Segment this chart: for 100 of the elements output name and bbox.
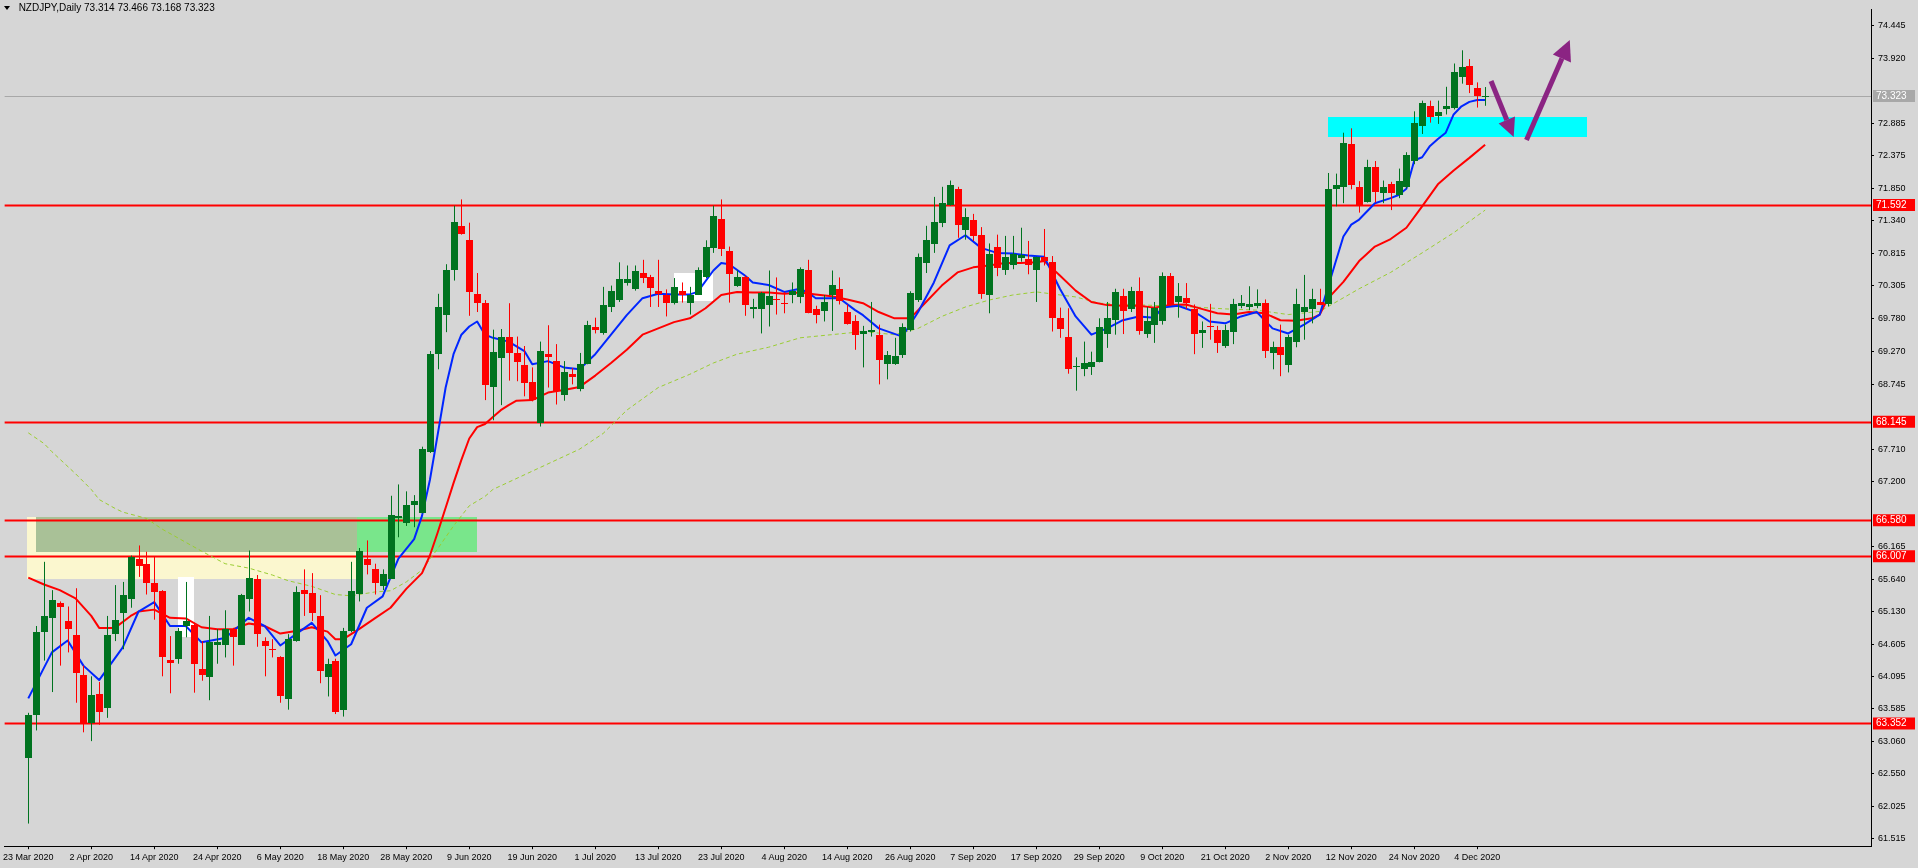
y-tick-label: 70.305 [1878, 280, 1906, 291]
ref-line-label: 66.007 [1876, 550, 1908, 562]
candlestick [1277, 324, 1284, 377]
candlestick [325, 658, 332, 697]
candlestick [663, 288, 670, 317]
candlestick [781, 291, 788, 314]
x-tick-label: 4 Dec 2020 [1454, 852, 1501, 863]
candlestick [545, 324, 552, 389]
x-tick-label: 12 Nov 2020 [1325, 852, 1377, 863]
x-tick-label: 23 Jul 2020 [697, 852, 745, 863]
candlestick [836, 276, 843, 305]
candlestick [1482, 86, 1489, 107]
candlestick [687, 286, 694, 316]
candlestick [994, 234, 1001, 277]
x-tick-label: 14 Apr 2020 [129, 852, 179, 863]
candlestick [1214, 325, 1221, 354]
y-tick-label: 62.025 [1878, 801, 1906, 812]
x-tick-label: 13 Jul 2020 [634, 852, 682, 863]
candlestick [1128, 286, 1135, 313]
chart-title: NZDJPY,Daily 73.314 73.466 73.168 73.323 [18, 1, 216, 13]
ref-line-label: 68.145 [1876, 415, 1908, 427]
candlestick [1025, 240, 1032, 275]
ref-line-label: 71.592 [1876, 198, 1908, 210]
y-tick-label: 70.815 [1878, 248, 1906, 259]
candlestick [372, 563, 379, 596]
x-tick-label: 2 Nov 2020 [1265, 852, 1312, 863]
candlestick [474, 272, 481, 313]
line-series [27, 209, 1486, 597]
candlestick [829, 270, 836, 332]
candlestick [1120, 288, 1127, 335]
candlestick [1175, 282, 1182, 319]
y-tick-label: 72.375 [1878, 150, 1906, 161]
candlestick [679, 281, 686, 304]
y-tick-label: 65.130 [1878, 606, 1906, 616]
x-tick-label: 1 Jul 2020 [574, 852, 617, 863]
y-tick-label: 69.780 [1878, 313, 1906, 324]
candlestick [269, 638, 276, 658]
y-tick-label: 72.885 [1878, 118, 1906, 129]
y-tick-label: 69.270 [1878, 345, 1906, 356]
candlestick [773, 276, 780, 316]
candlestick [167, 635, 174, 694]
x-tick-label: 7 Sep 2020 [950, 852, 997, 863]
candlestick [1183, 282, 1190, 310]
candlestick [65, 605, 72, 653]
x-tick-label: 9 Oct 2020 [1140, 852, 1185, 863]
candlestick [1380, 180, 1387, 204]
x-tick-label: 4 Aug 2020 [761, 852, 808, 863]
y-tick-label: 73.920 [1878, 52, 1906, 63]
y-tick-label: 71.850 [1878, 183, 1906, 194]
candlestick [1207, 303, 1214, 341]
candlestick [57, 600, 64, 667]
candlestick [1199, 320, 1206, 349]
y-tick-label: 67.710 [1878, 443, 1906, 454]
candlestick [199, 640, 206, 682]
x-tick-label: 6 May 2020 [256, 852, 304, 863]
x-tick-label: 29 Sep 2020 [1073, 852, 1125, 863]
candlestick [514, 336, 521, 382]
y-tick-label: 71.340 [1878, 215, 1906, 226]
ref-line-label: 66.580 [1876, 514, 1908, 526]
candlestick [1427, 100, 1434, 124]
x-tick-label: 18 May 2020 [317, 852, 370, 863]
ref-line-label: 63.352 [1876, 717, 1908, 729]
x-tick-label: 9 Jun 2020 [446, 852, 492, 863]
candlestick [1474, 81, 1481, 109]
candlestick [1270, 341, 1277, 370]
candlestick [112, 584, 119, 642]
candlestick [1057, 307, 1064, 339]
candlestick [962, 207, 969, 241]
y-tick-label: 68.745 [1878, 378, 1906, 389]
y-tick-label: 61.515 [1878, 833, 1906, 844]
y-tick-label: 67.200 [1878, 475, 1906, 486]
candlestick [1033, 256, 1040, 303]
y-tick-label: 66.165 [1878, 540, 1906, 551]
x-tick-label: 2 Apr 2020 [69, 852, 114, 863]
candlestick [671, 277, 678, 305]
candlestick [726, 246, 733, 304]
candlestick [1435, 100, 1442, 125]
y-tick-label: 62.550 [1878, 768, 1906, 779]
y-tick-label: 64.605 [1878, 639, 1906, 650]
candlestick [1041, 228, 1048, 266]
x-tick-label: 17 Sep 2020 [1010, 852, 1062, 863]
y-tick-label: 65.640 [1878, 573, 1906, 584]
x-tick-label: 24 Nov 2020 [1388, 852, 1440, 863]
y-tick-label: 63.060 [1878, 736, 1906, 747]
candlestick [183, 581, 190, 638]
x-tick-label: 28 May 2020 [380, 852, 433, 863]
candlestick [821, 294, 828, 322]
x-tick-label: 21 Oct 2020 [1200, 852, 1250, 863]
candlestick [561, 360, 568, 402]
x-tick-label: 23 Mar 2020 [2, 852, 54, 863]
x-tick-label: 14 Aug 2020 [821, 852, 873, 863]
candlestick [262, 636, 269, 677]
x-tick-label: 19 Jun 2020 [507, 852, 558, 863]
x-tick-label: 24 Apr 2020 [192, 852, 242, 863]
candlestick [1466, 58, 1473, 94]
x-tick-label: 26 Aug 2020 [884, 852, 936, 863]
candlestick [506, 302, 513, 382]
y-tick-label: 64.095 [1878, 671, 1906, 682]
candlestick [655, 259, 662, 308]
y-tick-label: 63.585 [1878, 703, 1906, 714]
